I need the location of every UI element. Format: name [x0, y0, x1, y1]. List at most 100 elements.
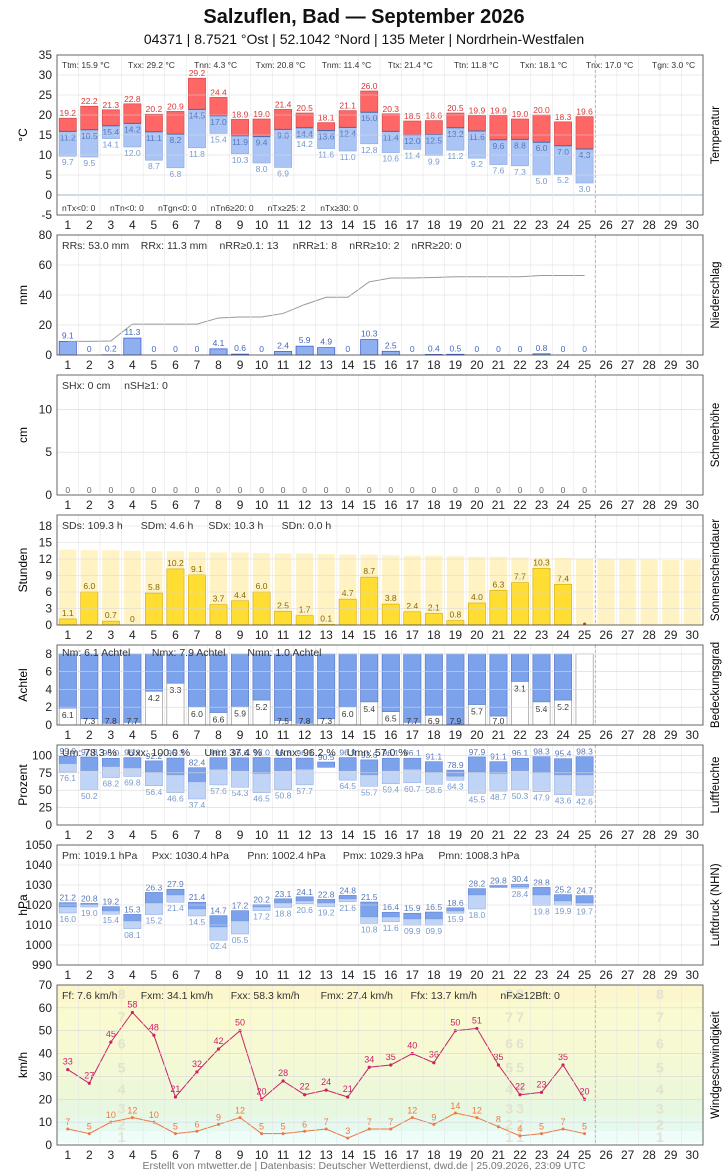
y-tick-label: 3 — [45, 602, 52, 616]
x-tick-label: 16 — [384, 1148, 398, 1162]
stat-label: Pmx: 1029.3 hPa — [343, 850, 424, 862]
x-tick-label: 18 — [427, 828, 441, 842]
pressure-max-label: 24.8 — [339, 885, 356, 895]
x-tick-label: 23 — [535, 968, 549, 982]
y-tick-label: 9 — [45, 569, 52, 583]
x-tick-label: 7 — [194, 358, 201, 372]
pressure-upper-bar — [145, 892, 163, 904]
cloud-label: 7.3 — [83, 716, 95, 726]
x-tick-label: 22 — [513, 968, 527, 982]
humid-min-label: 46.5 — [253, 794, 270, 804]
panel-side-label: Sonnenscheindauer — [710, 519, 722, 621]
wind-gust-point — [109, 1040, 113, 1044]
x-tick-label: 22 — [513, 358, 527, 372]
pressure-min-label: 09.9 — [426, 926, 443, 936]
snow-label: 0 — [367, 485, 372, 495]
x-tick-label: 13 — [319, 498, 333, 512]
x-tick-label: 13 — [319, 218, 333, 232]
x-tick-label: 22 — [513, 1148, 527, 1162]
temp-max-label: 20.5 — [296, 103, 313, 113]
stat-label: Tnn: 4.3 °C — [194, 60, 237, 70]
sun-bar — [532, 568, 551, 626]
y-tick-label: 8 — [45, 647, 52, 661]
temp-max-label: 20.5 — [447, 103, 464, 113]
precip-label: 0 — [173, 344, 178, 354]
wind-mean-label: 10 — [106, 1110, 116, 1120]
temp-min-label: 9.9 — [428, 156, 440, 166]
pressure-max-label: 22.8 — [318, 889, 335, 899]
snow-label: 0 — [259, 485, 264, 495]
y-tick-label: 30 — [39, 1069, 53, 1083]
snow-label: 0 — [561, 485, 566, 495]
humid-min-label: 64.3 — [447, 781, 464, 791]
cloud-bar — [123, 653, 142, 723]
x-tick-label: 16 — [384, 728, 398, 742]
temp-mean-label: 14.5 — [189, 110, 206, 120]
x-tick-label: 6 — [172, 628, 179, 642]
x-tick-label: 13 — [319, 358, 333, 372]
temp-min-label: 5.0 — [536, 176, 548, 186]
temp-max-bar — [338, 110, 357, 128]
pressure-max-label: 30.4 — [512, 874, 529, 884]
x-tick-label: 28 — [642, 358, 656, 372]
cloud-bar — [101, 653, 120, 724]
x-tick-label: 25 — [578, 728, 592, 742]
pressure-lower-bar — [381, 916, 400, 923]
stat-label: Um: 78.3 % — [62, 747, 117, 759]
humid-max-label: 96.1 — [382, 748, 399, 758]
x-tick-label: 19 — [449, 1148, 463, 1162]
wind-gust-label: 50 — [450, 1018, 460, 1028]
cloud-label: 7.8 — [105, 716, 117, 726]
sun-bar — [209, 604, 228, 626]
temp-max-label: 19.0 — [512, 109, 529, 119]
temp-min-label: 6.9 — [277, 168, 289, 178]
humid-min-label: 50.8 — [275, 791, 292, 801]
stat-label: Nm: 6.1 Achtel — [62, 647, 130, 659]
precip-cumulative-line — [67, 275, 585, 342]
temp-max-label: 19.0 — [253, 109, 270, 119]
humid-lower-bar — [274, 770, 292, 790]
precip-bar — [360, 339, 379, 356]
wind-mean-label: 12 — [127, 1106, 137, 1116]
cloud-label: 0.0 — [579, 656, 591, 666]
y-tick-label: 12 — [39, 552, 53, 566]
x-tick-label: 16 — [384, 358, 398, 372]
temp-mean-label: 17.0 — [210, 117, 227, 127]
snow-label: 0 — [130, 485, 135, 495]
temp-max-label: 18.1 — [318, 113, 335, 123]
panel-side-label: Luftfeuchte — [710, 757, 722, 814]
temp-min-label: 11.2 — [447, 151, 463, 161]
humid-max-label: 95.4 — [555, 749, 572, 759]
x-tick-label: 26 — [599, 728, 613, 742]
temp-mean-label: 8.8 — [514, 140, 526, 150]
sun-label: 5.8 — [148, 582, 160, 592]
x-tick-label: 15 — [363, 728, 377, 742]
temp-max-label: 29.2 — [189, 68, 206, 78]
snow-label: 0 — [152, 485, 157, 495]
plot-border — [56, 374, 704, 496]
snow-label: 0 — [302, 485, 307, 495]
x-tick-label: 25 — [578, 628, 592, 642]
snow-label: 0 — [281, 485, 286, 495]
snow-label: 0 — [582, 485, 587, 495]
panel-side-label: Niederschlag — [710, 261, 722, 328]
x-tick-label: 25 — [578, 1148, 592, 1162]
x-tick-label: 16 — [384, 968, 398, 982]
x-tick-label: 21 — [492, 628, 506, 642]
stat-label: nSH≥1: 0 — [124, 380, 168, 392]
plot-border — [56, 234, 704, 356]
x-tick-label: 5 — [151, 218, 158, 232]
humid-max-label: 97.8 — [81, 747, 98, 757]
stat-label: Nmx: 7.9 Achtel — [152, 647, 226, 659]
y-tick-label: 0 — [45, 188, 52, 202]
stat-label: Pxx: 1030.4 hPa — [152, 850, 229, 862]
x-tick-label: 1 — [64, 728, 71, 742]
y-tick-label: 40 — [39, 1047, 53, 1061]
x-tick-label: 11 — [277, 358, 290, 372]
wind-gust-point — [561, 1063, 565, 1067]
temp-min-label: 12.0 — [124, 148, 141, 158]
stat-label: SDm: 4.6 h — [141, 520, 194, 532]
snow-label: 0 — [195, 485, 200, 495]
snow-label: 0 — [108, 485, 113, 495]
wind-gust-point — [475, 1026, 479, 1031]
